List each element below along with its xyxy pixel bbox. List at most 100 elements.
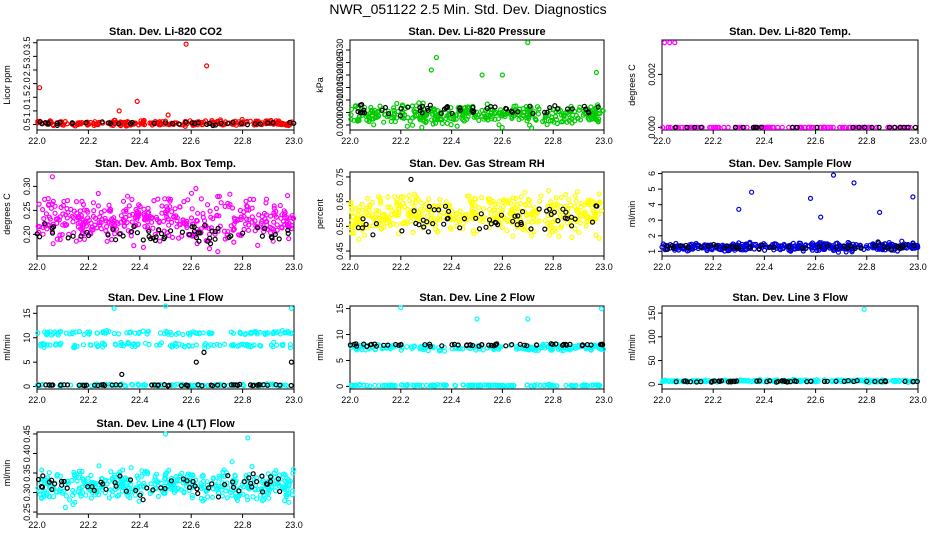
data-point: [669, 243, 676, 249]
data-point: [61, 478, 67, 484]
x-tick-label: 22.6: [182, 136, 200, 146]
data-point: [181, 490, 187, 496]
data-point: [394, 115, 400, 121]
data-point: [874, 124, 880, 131]
data-point: [738, 124, 744, 131]
data-point: [168, 332, 174, 338]
data-point: [200, 214, 206, 220]
data-point: [437, 117, 444, 123]
data-point: [732, 124, 739, 131]
data-point: [196, 238, 202, 244]
data-point: [698, 124, 704, 131]
data-point: [534, 219, 540, 225]
data-point: [135, 221, 142, 228]
data-point: [120, 198, 127, 204]
x-tick-label: 22.6: [807, 136, 825, 146]
data-point: [76, 214, 82, 220]
data-point: [847, 124, 853, 131]
data-point: [861, 306, 867, 312]
data-point: [95, 190, 101, 197]
data-point: [272, 488, 279, 494]
data-point: [266, 495, 272, 501]
data-point: [556, 233, 562, 239]
data-point: [249, 205, 255, 211]
y-axis-label: degrees C: [2, 193, 12, 235]
data-point: [118, 120, 124, 126]
data-point: [71, 471, 78, 478]
data-point: [174, 485, 181, 491]
data-point: [549, 229, 555, 235]
x-tick-label: 22.2: [704, 262, 722, 272]
data-point: [841, 243, 847, 249]
data-point: [123, 208, 129, 214]
data-point: [201, 349, 207, 355]
data-point: [282, 498, 288, 504]
data-point: [183, 119, 189, 125]
data-point: [750, 124, 756, 131]
data-point: [510, 382, 517, 389]
data-point: [522, 189, 528, 195]
data-point: [288, 359, 294, 365]
data-point: [734, 244, 740, 250]
data-point: [162, 485, 168, 492]
data-point: [189, 495, 195, 501]
data-point: [215, 382, 221, 388]
data-point: [357, 381, 363, 388]
data-point: [213, 486, 219, 492]
data-point: [460, 382, 466, 388]
data-point: [451, 217, 457, 223]
data-point: [404, 123, 410, 129]
x-tick-label: 22.4: [131, 262, 149, 272]
data-point: [593, 203, 599, 209]
data-point: [752, 124, 758, 131]
data-point: [282, 472, 288, 478]
data-point: [476, 205, 482, 211]
data-point: [447, 224, 453, 231]
data-point: [756, 378, 763, 384]
data-point: [277, 382, 283, 388]
data-point: [105, 232, 111, 238]
data-point: [585, 115, 591, 121]
data-point: [488, 211, 494, 217]
data-point: [47, 494, 53, 500]
data-point: [89, 224, 95, 230]
data-point: [265, 330, 271, 336]
data-point: [382, 383, 388, 389]
data-point: [93, 480, 99, 487]
data-point: [899, 238, 905, 244]
data-point: [381, 119, 387, 125]
data-point: [68, 382, 74, 388]
data-point: [521, 209, 528, 215]
data-point: [250, 382, 257, 388]
data-point: [530, 110, 536, 117]
data-point: [698, 244, 704, 250]
data-point: [66, 497, 73, 503]
data-point: [284, 193, 291, 199]
data-point: [553, 116, 560, 123]
data-point: [271, 203, 277, 209]
data-point: [498, 212, 505, 218]
data-point: [452, 382, 458, 388]
chart-panel-9: Stan. Dev. Line 3 Flow ml/min 22.0 22.2 22.4…: [627, 292, 927, 405]
data-point: [408, 176, 414, 182]
data-point: [258, 220, 264, 226]
data-point: [456, 217, 462, 223]
data-point: [890, 378, 896, 384]
data-point: [104, 327, 110, 334]
data-point: [212, 231, 218, 237]
data-point: [356, 204, 362, 210]
data-point: [198, 495, 204, 501]
data-point: [136, 202, 142, 208]
data-point: [43, 211, 50, 217]
data-point: [140, 237, 146, 243]
data-point: [84, 207, 90, 213]
data-point: [207, 241, 214, 247]
data-point: [64, 206, 70, 212]
data-point: [119, 371, 125, 377]
data-point: [377, 103, 383, 109]
data-point: [57, 473, 64, 479]
x-tick-label: 23.0: [285, 395, 303, 405]
data-point: [154, 217, 160, 223]
data-point: [38, 343, 44, 349]
data-point: [176, 221, 182, 227]
